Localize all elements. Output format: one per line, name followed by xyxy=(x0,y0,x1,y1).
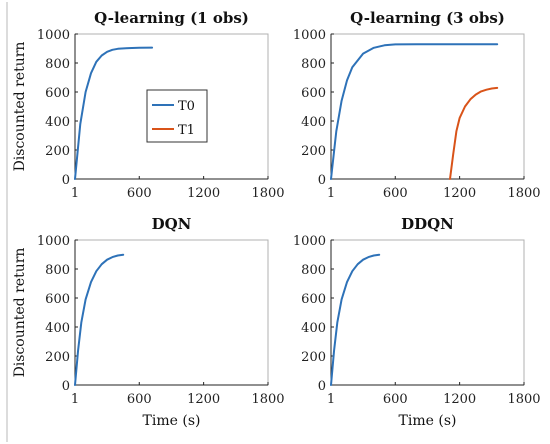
y-tick-label: 0 xyxy=(62,379,70,394)
x-tick-label: 1200 xyxy=(443,392,476,407)
x-tick-label: 1 xyxy=(71,186,79,201)
chart-panel: Q-learning (3 obs) 0 200 400 600 800 1000 1 600 1… xyxy=(293,9,541,201)
y-tick-label: 800 xyxy=(301,57,326,72)
y-tick-label: 1000 xyxy=(37,234,70,249)
y-axis-label: Discounted return xyxy=(12,248,28,378)
x-tick-label: 1800 xyxy=(251,392,284,407)
series-line-t0 xyxy=(330,253,381,386)
y-tick-label: 0 xyxy=(62,173,70,188)
y-axis-label: Discounted return xyxy=(12,42,28,172)
chart-title: Q-learning (3 obs) xyxy=(350,9,505,27)
legend: T0 T1 xyxy=(146,89,208,143)
y-tick-label: 600 xyxy=(301,292,326,307)
x-tick-label: 600 xyxy=(127,392,152,407)
series-line-t0 xyxy=(74,46,154,180)
chart-title: Q-learning (1 obs) xyxy=(94,9,249,27)
x-tick-label: 1800 xyxy=(251,186,284,201)
plot-frame xyxy=(330,33,525,180)
y-tick-label: 0 xyxy=(318,173,326,188)
x-tick-label: 600 xyxy=(127,186,152,201)
x-tick-label: 1800 xyxy=(507,186,540,201)
x-tick-label: 600 xyxy=(383,186,408,201)
y-tick-label: 200 xyxy=(45,350,70,365)
series-line-t0 xyxy=(74,253,125,386)
x-tick-label: 1200 xyxy=(443,186,476,201)
x-tick-label: 1 xyxy=(327,186,335,201)
series-line-t1 xyxy=(449,86,499,180)
x-tick-label: 600 xyxy=(383,392,408,407)
y-tick-label: 0 xyxy=(318,379,326,394)
y-tick-label: 200 xyxy=(301,144,326,159)
chart-panel: DDQN 0 200 400 600 800 1000 1 600 1200 1800 Time (s… xyxy=(293,215,541,429)
series-line-t0 xyxy=(330,43,499,180)
x-tick-label: 1200 xyxy=(187,392,220,407)
y-tick-label: 800 xyxy=(45,263,70,278)
x-axis-label: Time (s) xyxy=(399,413,457,429)
x-tick-label: 1800 xyxy=(507,392,540,407)
y-tick-label: 1000 xyxy=(293,28,326,43)
y-tick-label: 600 xyxy=(45,292,70,307)
y-tick-label: 400 xyxy=(301,115,326,130)
y-tick-label: 800 xyxy=(301,263,326,278)
x-tick-label: 1200 xyxy=(187,186,220,201)
x-tick-label: 1 xyxy=(327,392,335,407)
y-tick-label: 200 xyxy=(45,144,70,159)
y-tick-label: 400 xyxy=(45,321,70,336)
y-tick-label: 1000 xyxy=(37,28,70,43)
chart-panel: Q-learning (1 obs) 0 200 400 600 800 1000 1 600 1… xyxy=(12,9,285,201)
legend-box xyxy=(146,89,208,143)
x-tick-label: 1 xyxy=(71,392,79,407)
chart-title: DQN xyxy=(152,215,192,233)
y-tick-label: 400 xyxy=(301,321,326,336)
chart-panel: DQN 0 200 400 600 800 1000 1 600 1200 1800 Discount… xyxy=(12,215,285,429)
legend-label-t0: T0 xyxy=(178,99,195,114)
y-tick-label: 400 xyxy=(45,115,70,130)
legend-label-t1: T1 xyxy=(178,123,195,138)
y-tick-label: 1000 xyxy=(293,234,326,249)
y-tick-label: 800 xyxy=(45,57,70,72)
x-axis-label: Time (s) xyxy=(143,413,201,429)
y-tick-label: 600 xyxy=(45,86,70,101)
chart-title: DDQN xyxy=(401,215,454,233)
y-tick-label: 200 xyxy=(301,350,326,365)
y-tick-label: 600 xyxy=(301,86,326,101)
